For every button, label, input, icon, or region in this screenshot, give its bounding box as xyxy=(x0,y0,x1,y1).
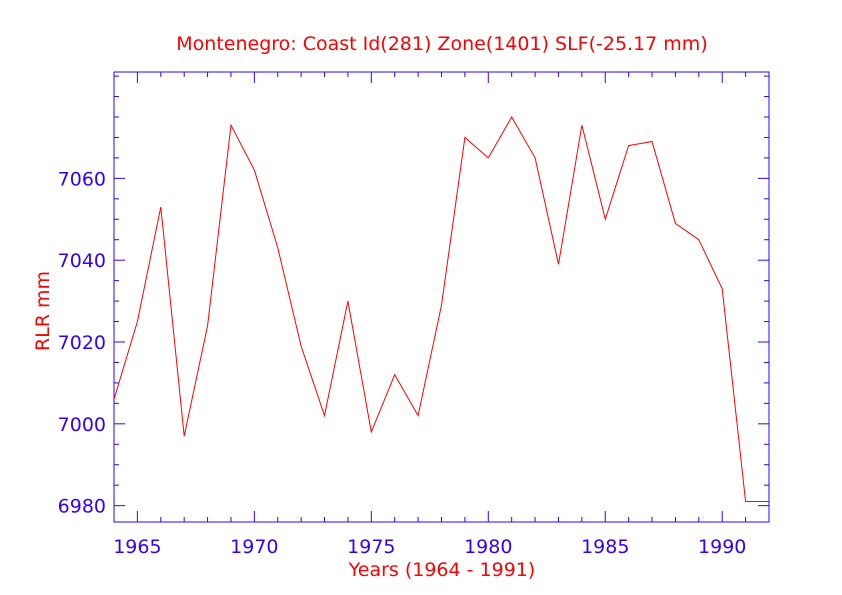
y-tick-label: 7060 xyxy=(58,168,106,190)
y-tick-label: 7040 xyxy=(58,250,106,272)
x-tick-label: 1990 xyxy=(698,536,746,558)
y-tick-label: 7020 xyxy=(58,332,106,354)
tick-marks xyxy=(113,72,770,522)
y-tick-label: 6980 xyxy=(58,496,106,518)
x-tick-label: 1975 xyxy=(347,536,395,558)
plot-frame xyxy=(113,71,770,523)
x-tick-label: 1980 xyxy=(464,536,512,558)
x-axis-label: Years (1964 - 1991) xyxy=(348,559,536,581)
x-tick-label: 1970 xyxy=(230,536,278,558)
tick-labels: 1965 1970 1975 1980 1985 1990 6980 7000 7020 7040… xyxy=(58,168,747,558)
series-line xyxy=(113,115,769,502)
x-tick-label: 1985 xyxy=(581,536,629,558)
x-tick-label: 1965 xyxy=(113,536,161,558)
chart-title: Montenegro: Coast Id(281) Zone(1401) SLF… xyxy=(176,33,707,55)
y-tick-label: 7000 xyxy=(58,414,106,436)
y-axis-label: RLR mm xyxy=(32,271,54,351)
